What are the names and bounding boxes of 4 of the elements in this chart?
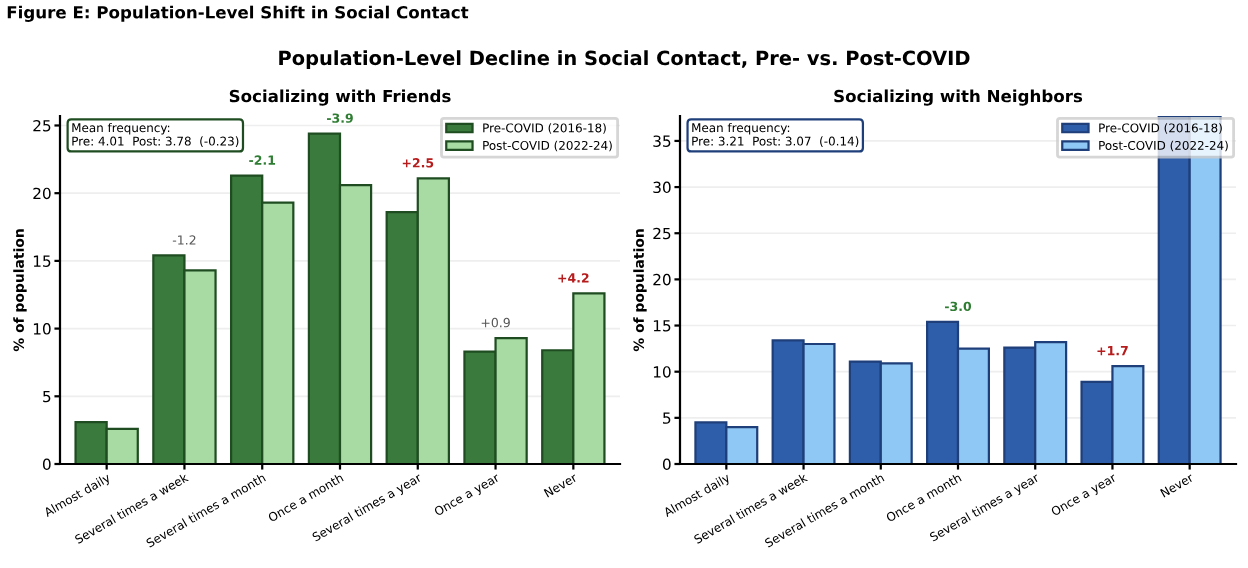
chart-title: Socializing with Friends: [229, 89, 451, 106]
chart-title: Socializing with Neighbors: [834, 89, 1083, 106]
text: Population-Level Decline in Social Contact, Pre- vs. Post-COVID: [279, 50, 970, 70]
text: Figure E: Population-Level Shift in Social Contact: [7, 5, 469, 22]
